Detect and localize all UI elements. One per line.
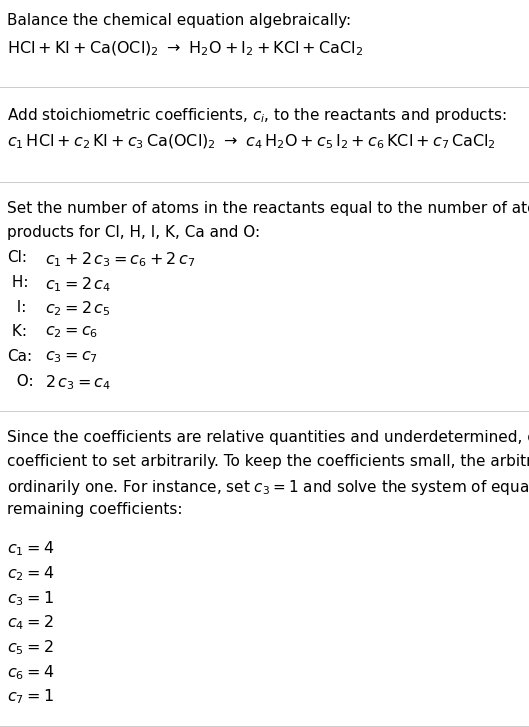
Text: $\mathrm{HCl + KI + Ca(OCl)_2 \ \rightarrow \ H_2O + I_2 + KCl + CaCl_2}$: $\mathrm{HCl + KI + Ca(OCl)_2 \ \rightar… [7,39,363,57]
Text: Set the number of atoms in the reactants equal to the number of atoms in the: Set the number of atoms in the reactants… [7,201,529,216]
Text: $c_1 = 2\,c_4$: $c_1 = 2\,c_4$ [45,275,111,294]
Text: O:: O: [7,374,34,389]
Text: $c_7 = 1$: $c_7 = 1$ [7,688,53,707]
Text: $c_6 = 4$: $c_6 = 4$ [7,663,54,682]
Text: $c_1\,\mathrm{HCl} + c_2\,\mathrm{KI} + c_3\,\mathrm{Ca(OCl)_2} \ \rightarrow \ : $c_1\,\mathrm{HCl} + c_2\,\mathrm{KI} + … [7,132,496,150]
Text: $c_4 = 2$: $c_4 = 2$ [7,614,53,632]
Text: $c_3 = 1$: $c_3 = 1$ [7,589,53,608]
Text: remaining coefficients:: remaining coefficients: [7,502,183,518]
Text: $c_3 = c_7$: $c_3 = c_7$ [45,349,98,365]
Text: $2\,c_3 = c_4$: $2\,c_3 = c_4$ [45,374,111,393]
Text: $c_5 = 2$: $c_5 = 2$ [7,638,53,657]
Text: I:: I: [7,300,27,315]
Text: Balance the chemical equation algebraically:: Balance the chemical equation algebraica… [7,13,351,28]
Text: Since the coefficients are relative quantities and underdetermined, choose a: Since the coefficients are relative quan… [7,430,529,446]
Text: Ca:: Ca: [7,349,32,364]
Text: $c_2 = 2\,c_5$: $c_2 = 2\,c_5$ [45,300,111,318]
Text: Add stoichiometric coefficients, $c_i$, to the reactants and products:: Add stoichiometric coefficients, $c_i$, … [7,106,506,125]
Text: Cl:: Cl: [7,250,28,265]
Text: K:: K: [7,324,28,340]
Text: $c_2 = 4$: $c_2 = 4$ [7,564,54,583]
Text: $c_2 = c_6$: $c_2 = c_6$ [45,324,98,340]
Text: $c_1 + 2\,c_3 = c_6 + 2\,c_7$: $c_1 + 2\,c_3 = c_6 + 2\,c_7$ [45,250,196,269]
Text: ordinarily one. For instance, set $c_3 = 1$ and solve the system of equations fo: ordinarily one. For instance, set $c_3 =… [7,478,529,497]
Text: H:: H: [7,275,29,290]
Text: $c_1 = 4$: $c_1 = 4$ [7,539,54,558]
Text: products for Cl, H, I, K, Ca and O:: products for Cl, H, I, K, Ca and O: [7,225,260,240]
Text: coefficient to set arbitrarily. To keep the coefficients small, the arbitrary va: coefficient to set arbitrarily. To keep … [7,454,529,470]
